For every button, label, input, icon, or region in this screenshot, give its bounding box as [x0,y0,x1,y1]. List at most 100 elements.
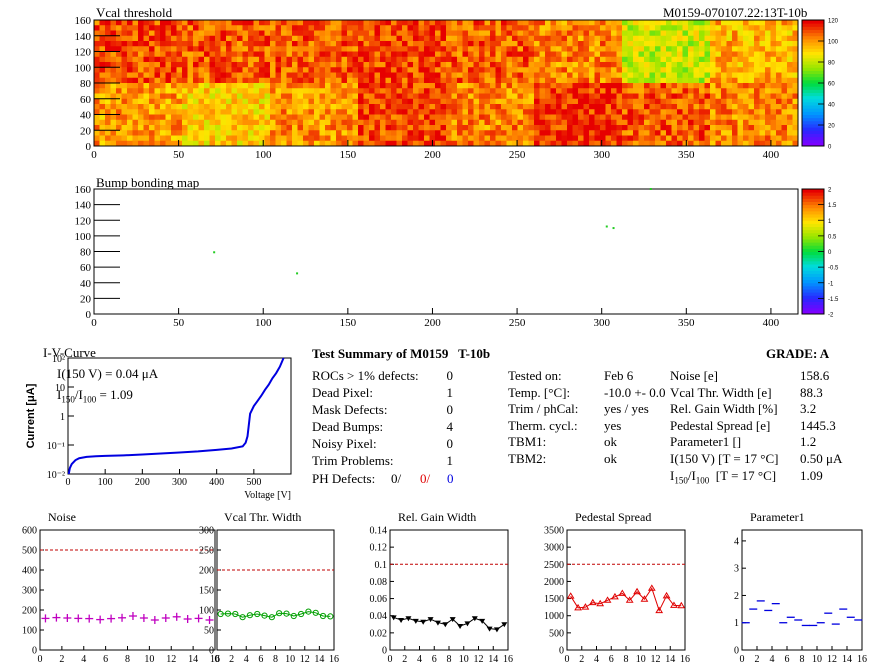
vcal-cell [187,51,194,58]
gain-width-xtick-label: 16 [503,654,513,665]
vcal-cell [165,20,172,26]
vcal-cell [506,20,513,26]
vcal-cell [209,67,216,73]
vcal-cell [677,41,683,47]
vcal-cell [583,88,590,94]
vcal-cell [710,125,716,131]
vcal-colorbar-band [802,98,824,103]
vcal-cell [253,25,260,31]
vcal-cell [633,125,639,131]
vcal-cell [627,98,634,105]
vcal-cell [512,41,518,47]
vcal-cell [732,25,738,31]
vcal-cell [473,140,480,147]
vcal-cell [325,83,331,89]
vcal-cell [732,109,738,115]
vcal-cell [704,135,711,142]
vcal-cell [281,83,287,89]
vcal-cell [385,56,392,63]
vcal-cell [473,46,480,52]
vcal-cell [187,56,194,63]
vcal-cell [677,114,683,121]
vcal-cell [132,77,139,84]
vcal-cell [435,93,441,100]
vcal-cell [292,119,298,126]
vcal-cell [457,67,463,73]
vcal-cell [308,83,315,89]
vcal-cell [429,51,436,58]
gain-width-ytick-label: 0.08 [370,577,388,588]
vcal-width-xtick-label: 4 [244,654,249,665]
vcal-cell [253,62,260,68]
vcal-cell [330,83,337,89]
vcal-cell [528,93,535,100]
vcal-cell [479,83,485,89]
vcal-colorbar-band [802,86,824,90]
vcal-cell [380,67,386,73]
vcal-cell [583,135,590,142]
vcal-cell [578,41,584,47]
vcal-cell [534,104,540,110]
vcal-cell [270,25,276,31]
vcal-cell [600,140,606,147]
vcal-colorbar-band [802,51,824,56]
vcal-cell [154,77,161,84]
vcal-cell [358,125,364,131]
bump-axis-xtick-label: 250 [509,317,526,329]
vcal-cell [484,119,491,126]
vcal-cell [644,77,650,84]
bump-axis-ytick-label: 80 [80,247,92,259]
pedestal-spread-ytick-label: 0 [559,646,564,657]
vcal-cell [99,104,106,110]
vcal-cell [704,140,711,147]
vcal-cell [352,119,359,126]
vcal-cell [143,20,150,26]
pedestal-spread-ytick-label: 3000 [544,543,564,554]
vcal-cell [385,35,392,42]
vcal-cell [220,104,227,110]
vcal-cell [231,125,238,131]
vcal-cell [325,104,331,110]
pedestal-spread-ytick-label: 2500 [544,560,564,571]
vcal-cell [286,140,293,147]
vcal-cell [270,51,276,58]
vcal-cell [220,114,227,121]
vcal-cell [149,25,155,31]
vcal-cell [303,93,309,100]
vcal-cell [424,130,430,136]
vcal-cell [374,135,381,142]
vcal-colorbar-band [802,111,824,115]
vcal-cell [94,72,100,79]
vcal-cell [138,72,144,79]
vcal-cell [330,67,337,73]
vcal-cell [677,104,683,110]
vcal-cell [545,30,551,37]
vcal-cell [528,98,535,105]
vcal-cell [704,125,711,131]
vcal-cell [688,88,694,94]
vcal-cell [512,83,518,89]
vcal-cell [759,83,766,89]
vcal-cell [737,109,744,115]
vcal-cell [237,93,243,100]
vcal-cell [429,30,436,37]
vcal-cell [286,88,293,94]
vcal-cell [627,62,634,68]
vcal-cell [160,51,166,58]
bump-colorbar-band [802,289,824,293]
vcal-cell [638,56,645,63]
vcal-cell [435,114,441,121]
vcal-cell [319,135,326,142]
vcal-cell [121,35,128,42]
vcal-cell [473,62,480,68]
vcal-cell [435,109,441,115]
vcal-cell [479,46,485,52]
vcal-cell [440,130,447,136]
vcal-cell [699,135,705,142]
gain-width-xtick-label: 10 [459,654,469,665]
vcal-cell [523,88,529,94]
vcal-cell [611,130,617,136]
vcal-cell [770,41,777,47]
vcal-cell [759,25,766,31]
vcal-cell [380,125,386,131]
